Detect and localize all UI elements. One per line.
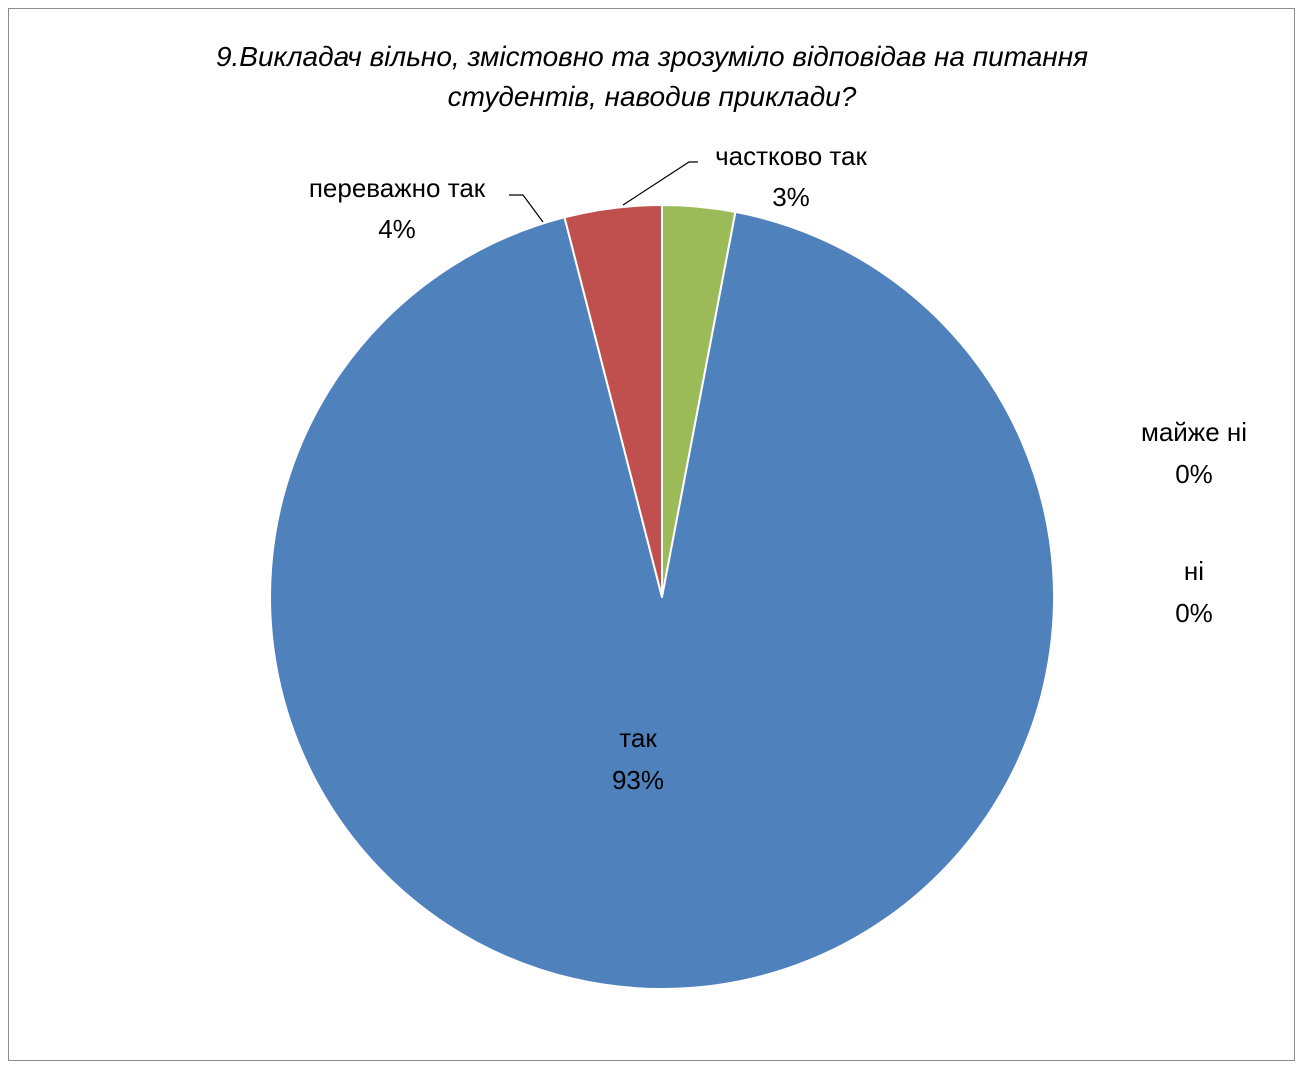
data-label-name-tak: так [619,723,657,753]
data-label-name-ni: ні [1184,556,1204,586]
data-label-value-ni: 0% [1175,598,1213,628]
chart-title-line-2: студентів, наводив приклади? [448,81,857,112]
data-label-value-chastkovo-tak: 3% [772,182,810,212]
pie-slices [269,204,1056,990]
data-label-value-mayzhe-ni: 0% [1175,459,1213,489]
leader-line-perevazhno-tak [509,194,544,223]
data-label-name-mayzhe-ni: майже ні [1141,417,1247,447]
chart-title-line-1: 9.Викладач вільно, змістовно та зрозуміл… [216,41,1088,72]
pie-slice-4 [563,204,663,598]
leader-line-chastkovo-tak [622,161,698,206]
data-label-name-chastkovo-tak: частково так [715,141,867,171]
data-label-name-perevazhno-tak: переважно так [309,173,486,203]
pie-slice-3 [269,210,1056,990]
data-label-value-perevazhno-tak: 4% [378,214,416,244]
data-label-value-tak: 93% [612,765,664,795]
